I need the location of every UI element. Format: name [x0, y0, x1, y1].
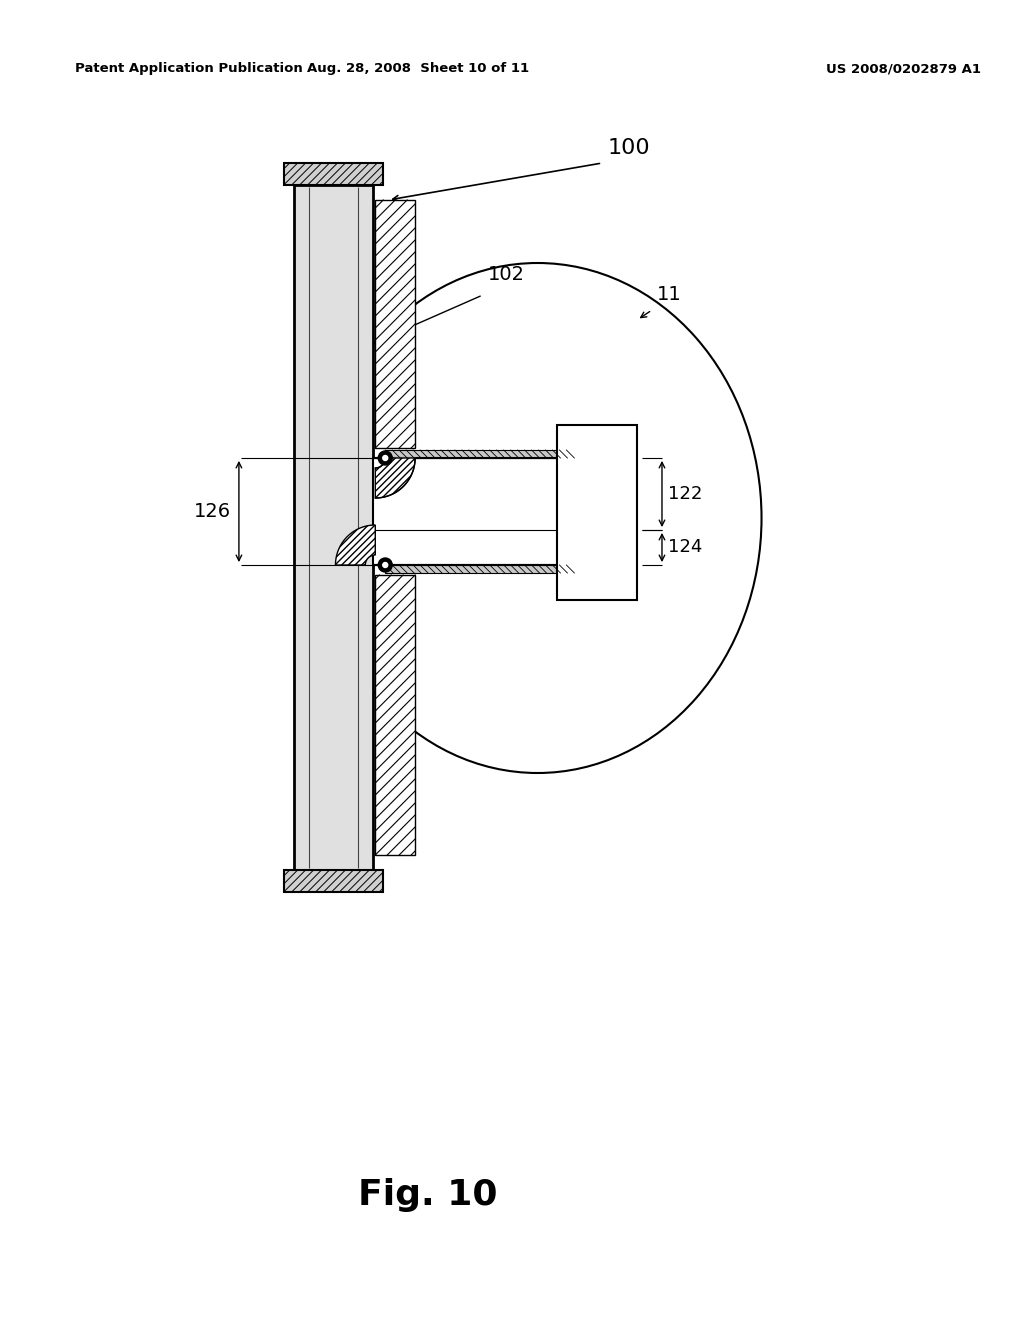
Text: 11: 11: [657, 285, 682, 305]
Text: Patent Application Publication: Patent Application Publication: [75, 62, 302, 75]
Circle shape: [378, 558, 392, 572]
Polygon shape: [375, 458, 415, 498]
Bar: [385, 565, 557, 573]
Text: US 2008/0202879 A1: US 2008/0202879 A1: [826, 62, 981, 75]
Bar: [294, 185, 374, 870]
Circle shape: [383, 562, 388, 568]
Bar: [374, 458, 632, 565]
Circle shape: [378, 451, 392, 465]
Bar: [375, 201, 415, 447]
Text: Aug. 28, 2008  Sheet 10 of 11: Aug. 28, 2008 Sheet 10 of 11: [307, 62, 529, 75]
Circle shape: [383, 455, 388, 461]
Bar: [375, 576, 415, 855]
Polygon shape: [375, 458, 415, 498]
Text: 100: 100: [607, 139, 650, 158]
Polygon shape: [336, 525, 375, 565]
Bar: [284, 162, 383, 185]
Bar: [385, 450, 557, 458]
Text: 102: 102: [487, 265, 524, 285]
Text: 126: 126: [194, 502, 231, 521]
Bar: [557, 425, 637, 601]
Text: Fig. 10: Fig. 10: [358, 1177, 498, 1212]
Text: 122: 122: [668, 484, 702, 503]
Text: 124: 124: [668, 539, 702, 557]
Bar: [284, 870, 383, 892]
